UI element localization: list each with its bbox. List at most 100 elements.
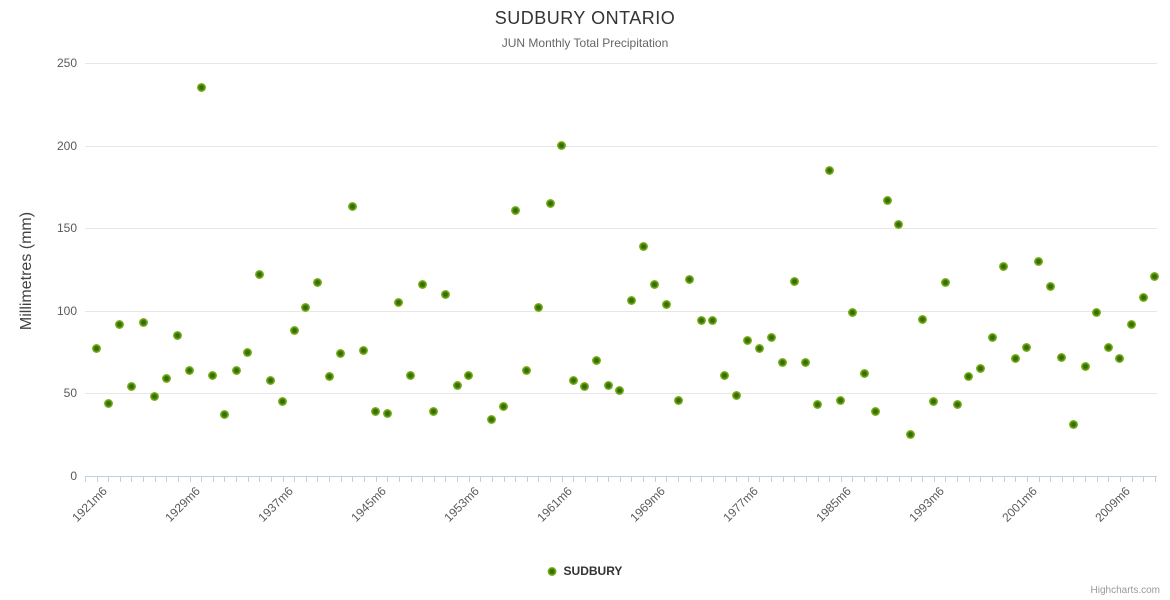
data-point[interactable] [429,407,439,417]
data-point[interactable] [161,374,171,384]
data-point[interactable] [126,382,136,392]
data-point[interactable] [499,402,509,412]
data-point[interactable] [987,332,997,342]
data-point[interactable] [568,375,578,385]
data-point[interactable] [1080,362,1090,372]
data-point[interactable] [301,302,311,312]
data-point[interactable] [243,347,253,357]
data-point[interactable] [847,307,857,317]
data-point[interactable] [208,370,218,380]
data-point[interactable] [603,380,613,390]
data-point[interactable] [557,141,567,151]
data-point[interactable] [1115,354,1125,364]
data-point[interactable] [138,317,148,327]
data-point[interactable] [219,410,229,420]
data-point[interactable] [894,220,904,230]
x-tick [282,477,284,482]
data-point[interactable] [196,83,206,93]
data-point[interactable] [1138,293,1148,303]
data-point[interactable] [580,382,590,392]
data-point[interactable] [92,344,101,354]
data-point[interactable] [720,370,730,380]
data-point[interactable] [533,302,543,312]
data-point[interactable] [173,331,183,341]
data-point[interactable] [522,365,532,375]
data-point[interactable] [289,326,299,336]
data-point[interactable] [464,370,474,380]
data-point[interactable] [836,395,846,405]
data-point[interactable] [103,398,113,408]
data-point[interactable] [964,372,974,382]
data-point[interactable] [278,397,288,407]
data-point[interactable] [940,278,950,288]
data-point[interactable] [906,430,916,440]
data-point[interactable] [1092,307,1102,317]
data-point[interactable] [1103,342,1113,352]
legend-item-sudbury[interactable]: SUDBURY [547,564,622,578]
data-point[interactable] [487,415,497,425]
data-point[interactable] [952,400,962,410]
data-point[interactable] [324,372,334,382]
data-point[interactable] [859,369,869,379]
data-point[interactable] [115,319,125,329]
credits-link[interactable]: Highcharts.com [1090,585,1160,596]
data-point[interactable] [754,344,764,354]
data-point[interactable] [394,298,404,308]
data-point[interactable] [382,408,392,418]
data-point[interactable] [1068,420,1078,430]
data-point[interactable] [545,198,555,208]
data-point[interactable] [708,316,718,326]
x-axis-label: 1977m6 [720,484,761,525]
data-point[interactable] [999,261,1009,271]
data-point[interactable] [406,370,415,380]
data-point[interactable] [778,357,788,367]
data-point[interactable] [929,397,939,407]
data-point[interactable] [743,336,753,346]
data-point[interactable] [1150,271,1160,281]
data-point[interactable] [452,380,462,390]
data-point[interactable] [266,375,276,385]
data-point[interactable] [592,355,602,365]
data-point[interactable] [1022,342,1032,352]
data-point[interactable] [882,195,892,205]
data-point[interactable] [417,279,427,289]
data-point[interactable] [1057,352,1067,362]
data-point[interactable] [1034,256,1044,266]
data-point[interactable] [1127,319,1137,329]
data-point[interactable] [626,296,636,306]
data-point[interactable] [1010,354,1020,364]
data-point[interactable] [824,165,834,175]
data-point[interactable] [685,274,695,284]
data-point[interactable] [359,345,369,355]
x-tick [922,477,924,482]
data-point[interactable] [766,332,776,342]
data-point[interactable] [440,289,450,299]
x-tick [875,477,877,482]
data-point[interactable] [650,279,660,289]
data-point[interactable] [673,395,683,405]
data-point[interactable] [789,276,799,286]
data-point[interactable] [336,349,346,359]
data-point[interactable] [917,314,927,324]
data-point[interactable] [185,365,195,375]
data-point[interactable] [254,269,264,279]
data-point[interactable] [975,364,985,374]
data-point[interactable] [638,241,648,251]
data-point[interactable] [813,400,823,410]
data-point[interactable] [150,392,160,402]
data-point[interactable] [696,316,706,326]
data-point[interactable] [871,407,881,417]
x-tick [596,477,598,482]
data-point[interactable] [510,205,520,215]
data-point[interactable] [371,407,381,417]
data-point[interactable] [1045,281,1055,291]
data-point[interactable] [661,299,671,309]
data-point[interactable] [347,202,357,212]
data-point[interactable] [615,385,625,395]
data-point[interactable] [801,357,811,367]
y-axis-label: 200 [56,138,77,153]
data-point[interactable] [231,365,241,375]
data-point[interactable] [312,278,322,288]
x-tick [747,477,749,482]
data-point[interactable] [731,390,741,400]
